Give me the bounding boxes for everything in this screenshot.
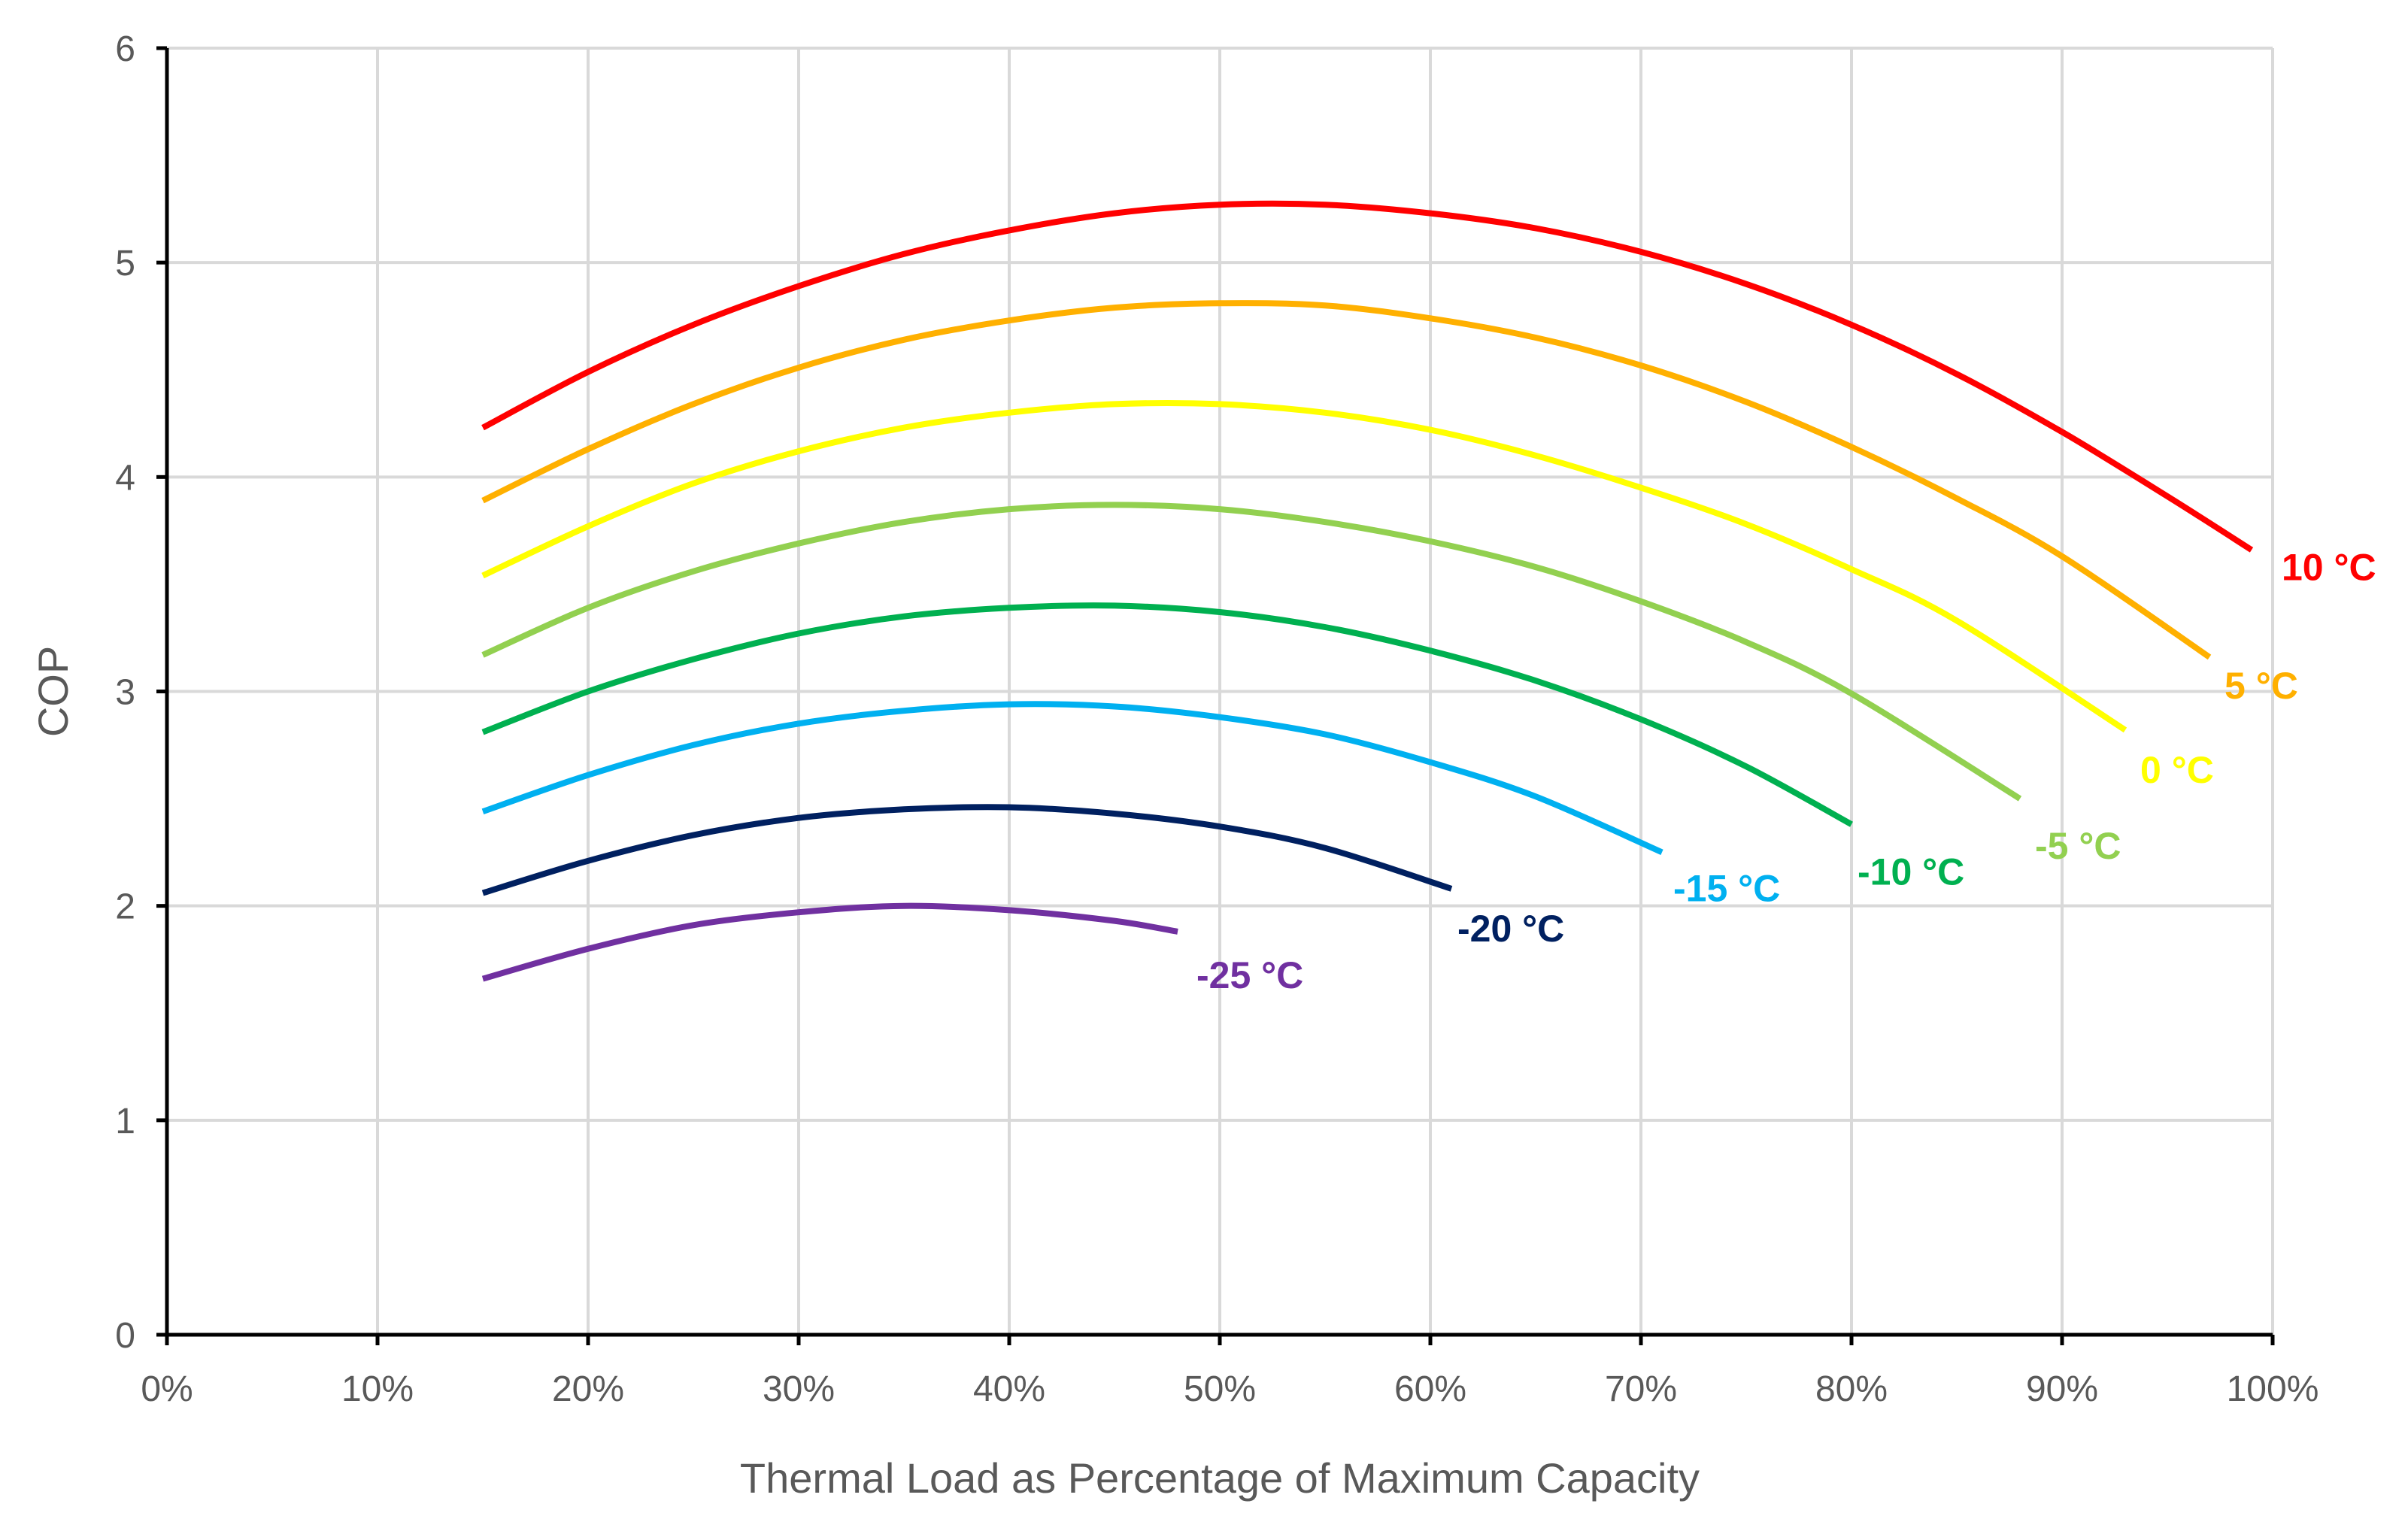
y-axis-title: COP [29,646,77,737]
x-tick-label: 60% [1394,1369,1466,1409]
x-tick-labels: 0% 10% 20% 30% 40% 50% 60% 70% 80% 90% 100% [141,1369,2319,1409]
tick-marks [156,46,2275,1345]
x-tick-label: 40% [973,1369,1045,1409]
series-line [481,701,1663,856]
y-tick-label: 4 [115,458,135,498]
x-tick-label: 100% [2227,1369,2319,1409]
y-tick-label: 1 [115,1102,135,1141]
x-axis-title: Thermal Load as Percentage of Maximum Ca… [740,1454,1700,1502]
series-end-label: -25 °C [1196,954,1303,996]
series-end-label: -20 °C [1457,908,1564,950]
y-tick-label: 6 [115,29,135,69]
x-tick-label: 0% [141,1369,193,1409]
x-tick-label: 80% [1815,1369,1888,1409]
x-tick-label: 10% [341,1369,414,1409]
series-end-label: -5 °C [2035,825,2121,867]
series-lines [481,200,2254,982]
series-end-label: 0 °C [2140,749,2214,791]
x-tick-label: 30% [763,1369,835,1409]
x-tick-label: 20% [552,1369,624,1409]
series-line [481,502,2022,802]
series-end-label: -10 °C [1858,850,1964,893]
y-tick-label: 5 [115,244,135,283]
x-tick-label: 90% [2026,1369,2098,1409]
series-line [481,200,2254,553]
series-end-label: 10 °C [2282,546,2376,588]
y-tick-label: 0 [115,1316,135,1356]
gridlines [167,47,2274,1335]
series-end-labels: 10 °C 5 °C 0 °C -5 °C -10 °C -15 °C -20 °C -25 … [1196,546,2376,996]
series-end-label: 5 °C [2225,665,2298,707]
series-line [481,602,1853,827]
series-line [481,300,2212,660]
series-end-label: -15 °C [1673,867,1780,909]
series-line [481,399,2127,733]
y-tick-label: 3 [115,673,135,713]
x-tick-label: 50% [1184,1369,1256,1409]
series-line [481,902,1178,982]
x-tick-label: 70% [1605,1369,1677,1409]
y-tick-label: 2 [115,887,135,927]
y-tick-labels: 0 1 2 3 4 5 6 [115,29,135,1356]
series-line [481,804,1453,896]
